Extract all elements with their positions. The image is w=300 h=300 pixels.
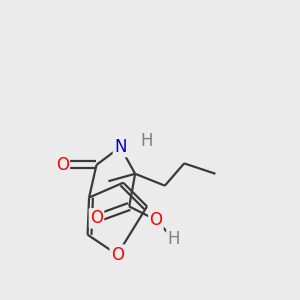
Text: H: H <box>141 132 153 150</box>
Text: O: O <box>149 211 162 229</box>
Text: H: H <box>167 230 180 248</box>
Text: O: O <box>111 246 124 264</box>
Text: N: N <box>114 138 127 156</box>
Text: O: O <box>90 209 103 227</box>
Text: O: O <box>56 156 69 174</box>
